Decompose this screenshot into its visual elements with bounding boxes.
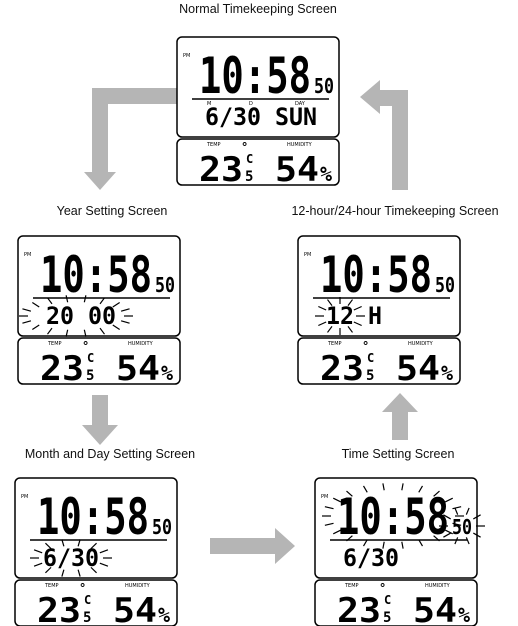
seconds: 50	[435, 273, 455, 297]
arrow	[382, 393, 418, 440]
screen-title: 12-hour/24-hour Timekeeping Screen	[291, 204, 498, 218]
temp-decimal: 5	[383, 610, 391, 626]
pm-indicator: PM	[24, 252, 31, 258]
temp-unit: C	[87, 351, 94, 365]
humidity-label: HUMIDITY	[408, 341, 434, 347]
temperature: 23	[337, 591, 381, 626]
screen-title: Time Setting Screen	[342, 447, 455, 461]
humidity: 54	[413, 591, 457, 626]
date-line: 6/30	[343, 544, 399, 572]
seconds: 50	[314, 74, 334, 98]
temp-label: TEMP	[344, 583, 359, 589]
time: 10:58	[337, 488, 449, 546]
arrow	[360, 80, 408, 190]
temp-decimal: 5	[366, 368, 374, 384]
temp-unit: C	[246, 152, 253, 166]
pm-indicator: PM	[183, 53, 190, 59]
temp-label: TEMP	[47, 341, 62, 347]
screen-title: Normal Timekeeping Screen	[179, 2, 337, 16]
temp-unit: C	[384, 593, 391, 607]
temp-unit: C	[367, 351, 374, 365]
humidity-unit: %	[441, 361, 453, 385]
seconds: 50	[452, 515, 472, 539]
pm-indicator: PM	[304, 252, 311, 258]
date-line: 6/30 SUN	[205, 103, 317, 131]
temperature: 23	[37, 591, 81, 626]
humidity-unit: %	[458, 603, 470, 626]
seconds: 50	[155, 273, 175, 297]
humidity: 54	[113, 591, 157, 626]
arrow	[210, 528, 295, 564]
screen-title: Year Setting Screen	[57, 204, 168, 218]
temperature: 23	[320, 349, 364, 389]
temp-decimal: 5	[86, 368, 94, 384]
temperature: 23	[199, 150, 243, 190]
seconds: 50	[152, 515, 172, 539]
temp-label: TEMP	[44, 583, 59, 589]
humidity-unit: %	[158, 603, 170, 626]
date-line: 12 H	[326, 302, 382, 330]
pm-indicator: PM	[321, 494, 328, 500]
screen-title: Month and Day Setting Screen	[25, 447, 195, 461]
temp-label: TEMP	[327, 341, 342, 347]
diagram: Normal Timekeeping ScreenPM10:5850MDDAY6…	[0, 0, 518, 626]
humidity-unit: %	[161, 361, 173, 385]
time: 10:58	[320, 246, 432, 304]
temp-unit: C	[84, 593, 91, 607]
humidity: 54	[396, 349, 440, 389]
humidity-unit: %	[320, 162, 332, 186]
lcd-screen: PM10:58506/30TEMPHUMIDITY235°C54%	[15, 478, 177, 626]
temp-decimal: 5	[83, 610, 91, 626]
temperature: 23	[40, 349, 84, 389]
temp-label: TEMP	[206, 142, 221, 148]
time: 10:58	[40, 246, 152, 304]
humidity: 54	[275, 150, 319, 190]
pm-indicator: PM	[21, 494, 28, 500]
time: 10:58	[37, 488, 149, 546]
humidity-label: HUMIDITY	[425, 583, 451, 589]
humidity-label: HUMIDITY	[128, 341, 154, 347]
time: 10:58	[199, 47, 311, 105]
date-line: 20 00	[46, 302, 116, 330]
arrow	[84, 88, 178, 190]
humidity-label: HUMIDITY	[125, 583, 151, 589]
humidity-label: HUMIDITY	[287, 142, 313, 148]
temp-decimal: 5	[245, 169, 253, 185]
humidity: 54	[116, 349, 160, 389]
arrow	[82, 395, 118, 445]
